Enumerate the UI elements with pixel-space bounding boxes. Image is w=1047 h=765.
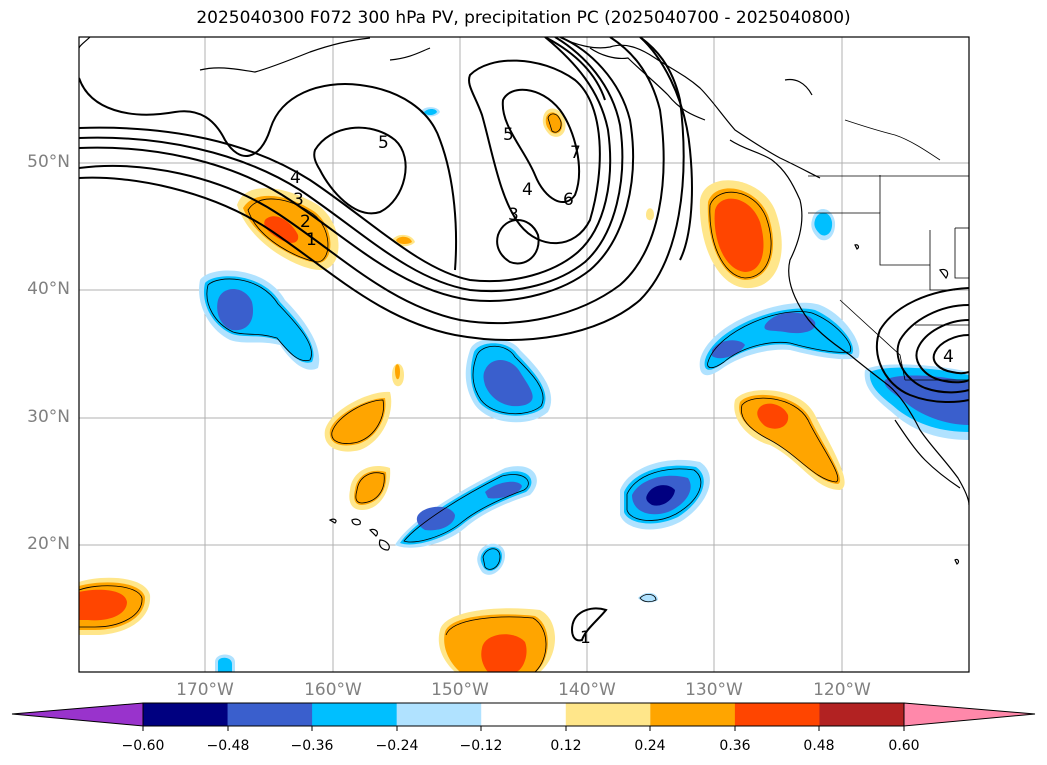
lat-label: 40°N <box>27 279 70 299</box>
colorbar-tick-label: 0.48 <box>803 738 835 754</box>
colorbar-segment <box>143 703 229 726</box>
colorbar-tick-label: −0.48 <box>206 738 250 754</box>
contour-label: 4 <box>943 347 954 367</box>
colorbar-extend-high <box>903 702 1036 727</box>
colorbar-tick-label: −0.24 <box>375 738 419 754</box>
colorbar-tick-label: −0.12 <box>459 738 503 754</box>
contour-label: 4 <box>522 180 533 200</box>
positive-precip-anomalies <box>79 108 845 672</box>
colorbar <box>11 702 1036 731</box>
lon-label: 130°W <box>685 680 743 700</box>
lat-label: 50°N <box>27 152 70 172</box>
colorbar-tick-marks <box>142 726 905 731</box>
colorbar-tick-label: −0.36 <box>290 738 334 754</box>
contour-label: 3 <box>508 205 519 225</box>
contour-label: 2 <box>300 212 311 232</box>
colorbar-tick-label: 0.24 <box>634 738 666 754</box>
contour-label: 5 <box>378 133 389 153</box>
lat-label: 30°N <box>27 407 70 427</box>
colorbar-segment <box>481 703 567 726</box>
lon-label: 170°W <box>176 680 234 700</box>
coastlines <box>79 37 969 506</box>
contour-label: 6 <box>563 190 574 210</box>
lon-label: 150°W <box>431 680 489 700</box>
colorbar-segment <box>312 703 398 726</box>
colorbar-tick-label: 0.60 <box>888 738 920 754</box>
gridlines <box>79 37 969 672</box>
map-title: 2025040300 F072 300 hPa PV, precipitatio… <box>196 8 851 28</box>
colorbar-segment <box>565 703 651 726</box>
colorbar-segment <box>734 703 820 726</box>
colorbar-tick-label: 0.12 <box>550 738 582 754</box>
colorbar-segment <box>396 703 482 726</box>
lon-label: 140°W <box>558 680 616 700</box>
plot-frame <box>78 36 970 673</box>
lat-label: 20°N <box>27 534 70 554</box>
contour-label: 1 <box>580 628 591 648</box>
islands <box>328 244 960 565</box>
colorbar-tick-label: −0.60 <box>121 738 165 754</box>
lon-label: 160°W <box>304 680 362 700</box>
colorbar-segments <box>143 703 905 726</box>
colorbar-extend-low <box>11 702 144 727</box>
contour-label: 5 <box>503 125 514 145</box>
colorbar-segment <box>819 703 905 726</box>
precip-outline-contours <box>79 113 852 672</box>
contour-label: 4 <box>290 168 301 188</box>
colorbar-segment <box>227 703 313 726</box>
borders <box>808 119 969 381</box>
colorbar-frame <box>142 702 905 727</box>
contour-label: 7 <box>570 143 581 163</box>
pv-contours <box>79 37 969 642</box>
colorbar-tick-label: 0.36 <box>719 738 751 754</box>
contour-labels: 4 3 2 1 5 5 4 3 7 6 1 4 <box>290 125 954 648</box>
contour-label: 1 <box>306 230 317 250</box>
lon-label: 120°W <box>813 680 871 700</box>
contour-label: 3 <box>293 190 304 210</box>
colorbar-segment <box>650 703 736 726</box>
